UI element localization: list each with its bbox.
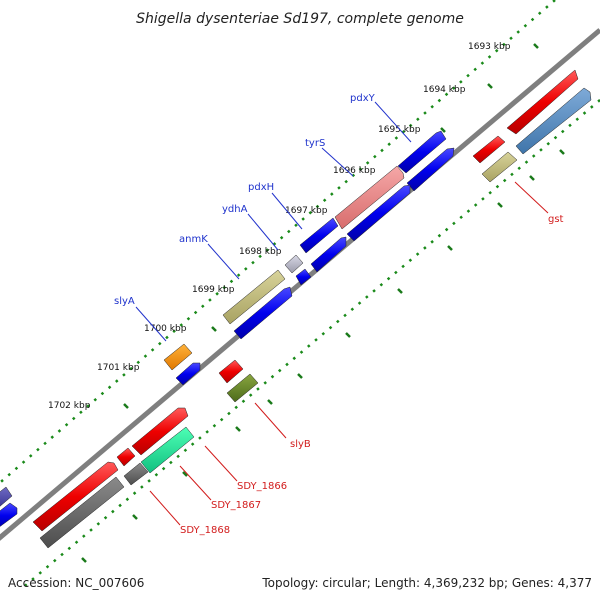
gene-arrow-red-tiny (116, 447, 136, 467)
tick-dash (533, 43, 539, 49)
tick-label: 1702 kbp (48, 401, 91, 411)
accession-label: Accession: NC_007606 (8, 576, 144, 590)
tick-dash (297, 373, 303, 379)
leader-tyrS (321, 147, 354, 177)
tick-label: 1698 kbp (239, 247, 282, 257)
tick-dash (487, 83, 493, 89)
leader-slyB (254, 402, 287, 439)
gene-arrow-SDY_1868 (39, 476, 125, 549)
gene-arrow-slyA (163, 343, 193, 371)
gene-arrow-khaki (481, 151, 518, 183)
reverse-genes (0, 359, 259, 549)
gene-arrow-red-long (32, 461, 119, 532)
leader-pdxH (271, 192, 303, 230)
tick-label: 1693 kbp (468, 42, 511, 52)
tick-dash (182, 471, 188, 477)
gene-arrow-blue-long (346, 184, 411, 242)
tick-dash (440, 127, 446, 133)
tick-dash (447, 245, 453, 251)
map-title: Shigella dysenteriae Sd197, complete gen… (136, 11, 464, 27)
genome-backbone (0, 28, 600, 541)
kbp-labels: 1693 kbp 1694 kbp 1695 kbp 1696 kbp 1697… (48, 42, 511, 411)
gene-label-ydhA: ydhA (222, 204, 248, 215)
tick-dash (529, 175, 535, 181)
leader-pdxY (374, 101, 412, 143)
topology-summary: Topology: circular; Length: 4,369,232 bp… (261, 576, 592, 590)
gene-arrow-red-small (472, 135, 506, 164)
gene-arrow-blue-3 (233, 286, 293, 340)
gene-label-slyA: slyA (114, 296, 135, 307)
gene-label-anmK: anmK (179, 234, 208, 245)
gene-arrow-blue-tiny (295, 268, 312, 286)
gene-arrow-lightgray (284, 254, 304, 274)
gene-arrow-anmK (222, 269, 286, 325)
gene-arrow-blue-4 (175, 362, 201, 386)
leader-SDY_1867 (179, 465, 212, 501)
gene-label-gst: gst (548, 214, 564, 225)
tick-dash (81, 557, 87, 563)
tick-dash (559, 149, 565, 155)
gene-arrow-red (506, 69, 579, 135)
tick-dash (132, 514, 138, 520)
tick-dash (235, 426, 241, 432)
leader-SDY_1868 (149, 490, 181, 526)
gene-arrow-tyrS (406, 147, 455, 192)
leader-anmK (207, 243, 240, 280)
tick-dash (345, 332, 351, 338)
gene-arrow-pink (334, 165, 405, 230)
gene-arrow-SDY_1867 (140, 426, 195, 474)
tick-dash (397, 288, 403, 294)
gene-label-SDY_1867: SDY_1867 (211, 500, 261, 511)
gene-arrow-pdxH (299, 217, 339, 254)
tick-dash (211, 326, 217, 332)
leader-lines (135, 101, 549, 526)
gene-arrow-slyB (226, 373, 259, 403)
gene-arrow-purple-edge (0, 486, 13, 507)
gene-arrow-blue-2 (310, 236, 347, 273)
tick-dash (497, 202, 503, 208)
leader-ydhA (247, 213, 279, 251)
gene-label-pdxH: pdxH (248, 182, 274, 193)
gene-label-SDY_1868: SDY_1868 (180, 525, 230, 536)
gene-label-SDY_1866: SDY_1866 (237, 481, 287, 492)
tick-label: 1695 kbp (378, 125, 421, 135)
leader-SDY_1866 (204, 445, 238, 482)
tick-label: 1694 kbp (423, 85, 466, 95)
inner-guide-line (19, 99, 600, 591)
gene-label-pdxY: pdxY (350, 93, 376, 104)
outer-guide-line (0, 0, 556, 485)
tick-label: 1699 kbp (192, 285, 235, 295)
tick-dash (123, 403, 129, 409)
gene-label-tyrS: tyrS (305, 138, 325, 149)
tick-label: 1700 kbp (144, 324, 187, 334)
tick-dash (267, 399, 273, 405)
tick-label: 1696 kbp (333, 166, 376, 176)
leader-slyA (135, 306, 167, 342)
leader-gst (514, 181, 549, 214)
gene-arrow-SDY_1866 (131, 407, 189, 456)
gene-arrow-gray-small (123, 462, 149, 486)
tick-label: 1701 kbp (97, 363, 140, 373)
gene-arrow-pdxY (397, 130, 447, 174)
gene-arrow-steelblue (515, 87, 592, 155)
gene-arrow-slyB-red (218, 359, 244, 384)
tick-label: 1697 kbp (285, 206, 328, 216)
forward-genes (163, 69, 592, 386)
gene-labels: pdxY tyrS pdxH ydhA anmK slyA gst slyB S… (114, 93, 564, 536)
gene-label-slyB: slyB (290, 439, 311, 450)
gene-arrow-blue-edge (0, 502, 18, 527)
